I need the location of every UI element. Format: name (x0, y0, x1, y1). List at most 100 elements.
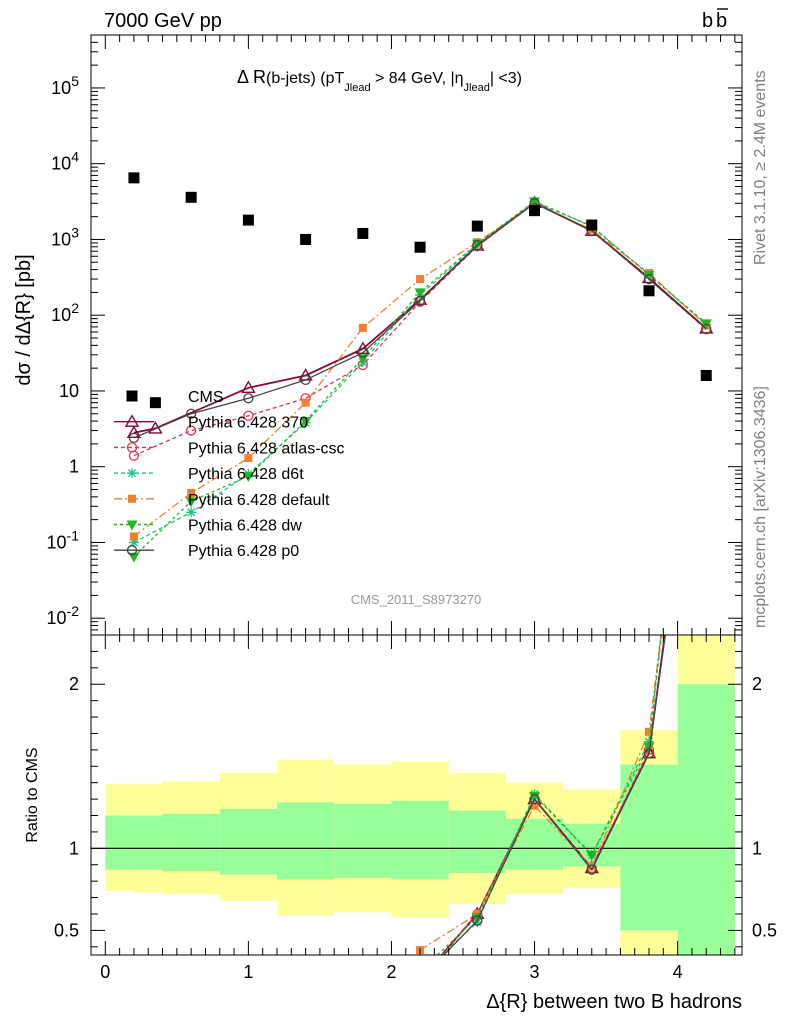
stat-band-green (105, 815, 134, 870)
data-point (643, 285, 655, 297)
stat-band-green (505, 818, 564, 870)
legend-marker (124, 414, 140, 427)
main-series-2-point (186, 507, 197, 518)
main-series-0-point (241, 380, 256, 394)
main-series-2-point (128, 537, 139, 548)
ratio-series-4-point (643, 742, 655, 753)
y-tick-label: 103 (51, 224, 79, 249)
data-point (471, 220, 483, 232)
ratio-y-tick-label: 1 (69, 838, 79, 858)
legend-label: Pythia 6.428 d6t (188, 466, 304, 483)
legend-marker (126, 442, 138, 453)
ratio-y-tick-label: 0.5 (54, 920, 79, 940)
legend-item: Pythia 6.428 atlas-csc (114, 440, 345, 457)
main-series-3-point (301, 398, 310, 407)
ratio-series-3-point (530, 801, 539, 810)
y-tick-label-exponent: 5 (71, 73, 79, 89)
data-point (185, 191, 197, 203)
legend-item: Pythia 6.428 370 (114, 414, 308, 432)
y-tick-label: 10-1 (47, 527, 80, 552)
ratio-series-5-point (643, 748, 655, 759)
y-tick-label: 10-2 (47, 603, 80, 628)
legend-marker (126, 520, 138, 531)
legend-marker (126, 545, 138, 556)
stat-band-green (219, 808, 277, 875)
analysis-watermark: CMS_2011_S8973270 (351, 592, 482, 607)
x-tick-label: 0 (100, 962, 110, 982)
x-axis-label: Δ{R} between two B hadrons (486, 991, 742, 1013)
header-title: 7000 GeV pp (104, 10, 222, 32)
legend-item: Pythia 6.428 default (114, 492, 330, 509)
ratio-series-5-point (472, 915, 483, 926)
data-point (128, 172, 140, 184)
ratio-y-tick-label-right: 0.5 (752, 920, 777, 940)
title-part-d: > 84 GeV, |η (371, 70, 464, 87)
data-point (586, 219, 598, 231)
title-sub-2: Jlead (464, 82, 490, 94)
main-series-3-point (358, 323, 367, 332)
header-process-b: b (702, 10, 713, 32)
y-tick-label-base: 10 (47, 608, 67, 628)
header-process: b b (702, 8, 728, 32)
legend-item-cms: CMS (126, 389, 224, 406)
legend: CMS Pythia 6.428 370 Pythia 6.428 atlas-cs… (114, 389, 345, 560)
main-series-4-point (643, 270, 655, 281)
main-series-3-point (187, 488, 196, 497)
ratio-series-3-point (645, 727, 653, 736)
main-series-1-point (186, 425, 197, 436)
ratio-series-3-point (587, 862, 596, 871)
stat-band-green (334, 804, 392, 878)
legend-marker-cms (126, 390, 138, 402)
main-series-3-point (416, 275, 425, 284)
y-tick-label: 105 (51, 73, 79, 98)
main-series-5-point (701, 323, 712, 335)
title-sub-1: Jlead (344, 82, 370, 94)
ratio-series-4-point (586, 850, 598, 861)
x-tick-label: 2 (386, 962, 396, 982)
y-tick-label-exponent: 3 (71, 224, 79, 240)
y-axis-label: dσ / dΔ{R} [pb] (13, 254, 35, 385)
y-tick-label-exponent: -1 (67, 527, 80, 543)
main-series-5-point (357, 347, 368, 358)
y-tick-label: 1 (69, 457, 79, 477)
stat-band-green (277, 802, 335, 880)
rivet-version-label: Rivet 3.1.10, ≥ 2.4M events (752, 70, 769, 265)
x-tick-label: 3 (530, 962, 540, 982)
main-series-line-1 (133, 202, 707, 457)
main-series-5-point (186, 408, 197, 419)
ratio-series-line-5 (443, 635, 667, 955)
y-tick-label: 102 (51, 300, 79, 325)
main-series-4-point (300, 417, 312, 428)
stat-band-green (162, 813, 220, 872)
legend-item: Pythia 6.428 dw (114, 518, 302, 535)
stat-band-green (391, 800, 449, 880)
main-series-line-4 (133, 200, 707, 558)
legend-label: Pythia 6.428 atlas-csc (188, 440, 345, 457)
main-series-5-point (300, 374, 311, 386)
legend-label: Pythia 6.428 370 (188, 415, 308, 432)
legend-item: Pythia 6.428 d6t (114, 466, 304, 483)
main-series-3-point (129, 532, 138, 541)
stat-band-green (620, 764, 678, 931)
title-delta-r: Δ R (237, 67, 266, 87)
legend-marker (127, 468, 137, 479)
ratio-series-5 (443, 635, 667, 955)
data-point (700, 369, 712, 381)
header-process-bbar: b (716, 10, 727, 32)
stat-band-green (677, 684, 735, 955)
main-series-4-point (414, 288, 426, 299)
ratio-y-axis-label: Ratio to CMS (24, 747, 41, 842)
data-points (128, 172, 712, 409)
plot-title: Δ R(b-jets) (pTJlead > 84 GeV, |ηJlead| … (237, 67, 522, 94)
y-tick-label-base: 10 (47, 532, 67, 552)
y-tick-label-base: 10 (51, 78, 71, 98)
y-tick-label-base: 10 (51, 305, 71, 325)
data-point (300, 233, 312, 245)
ratio-series-4-point (529, 791, 541, 802)
data-point (242, 214, 254, 226)
ratio-series-5-point (586, 864, 597, 875)
main-series-3-point (244, 454, 253, 463)
x-tick-label: 4 (673, 962, 683, 982)
